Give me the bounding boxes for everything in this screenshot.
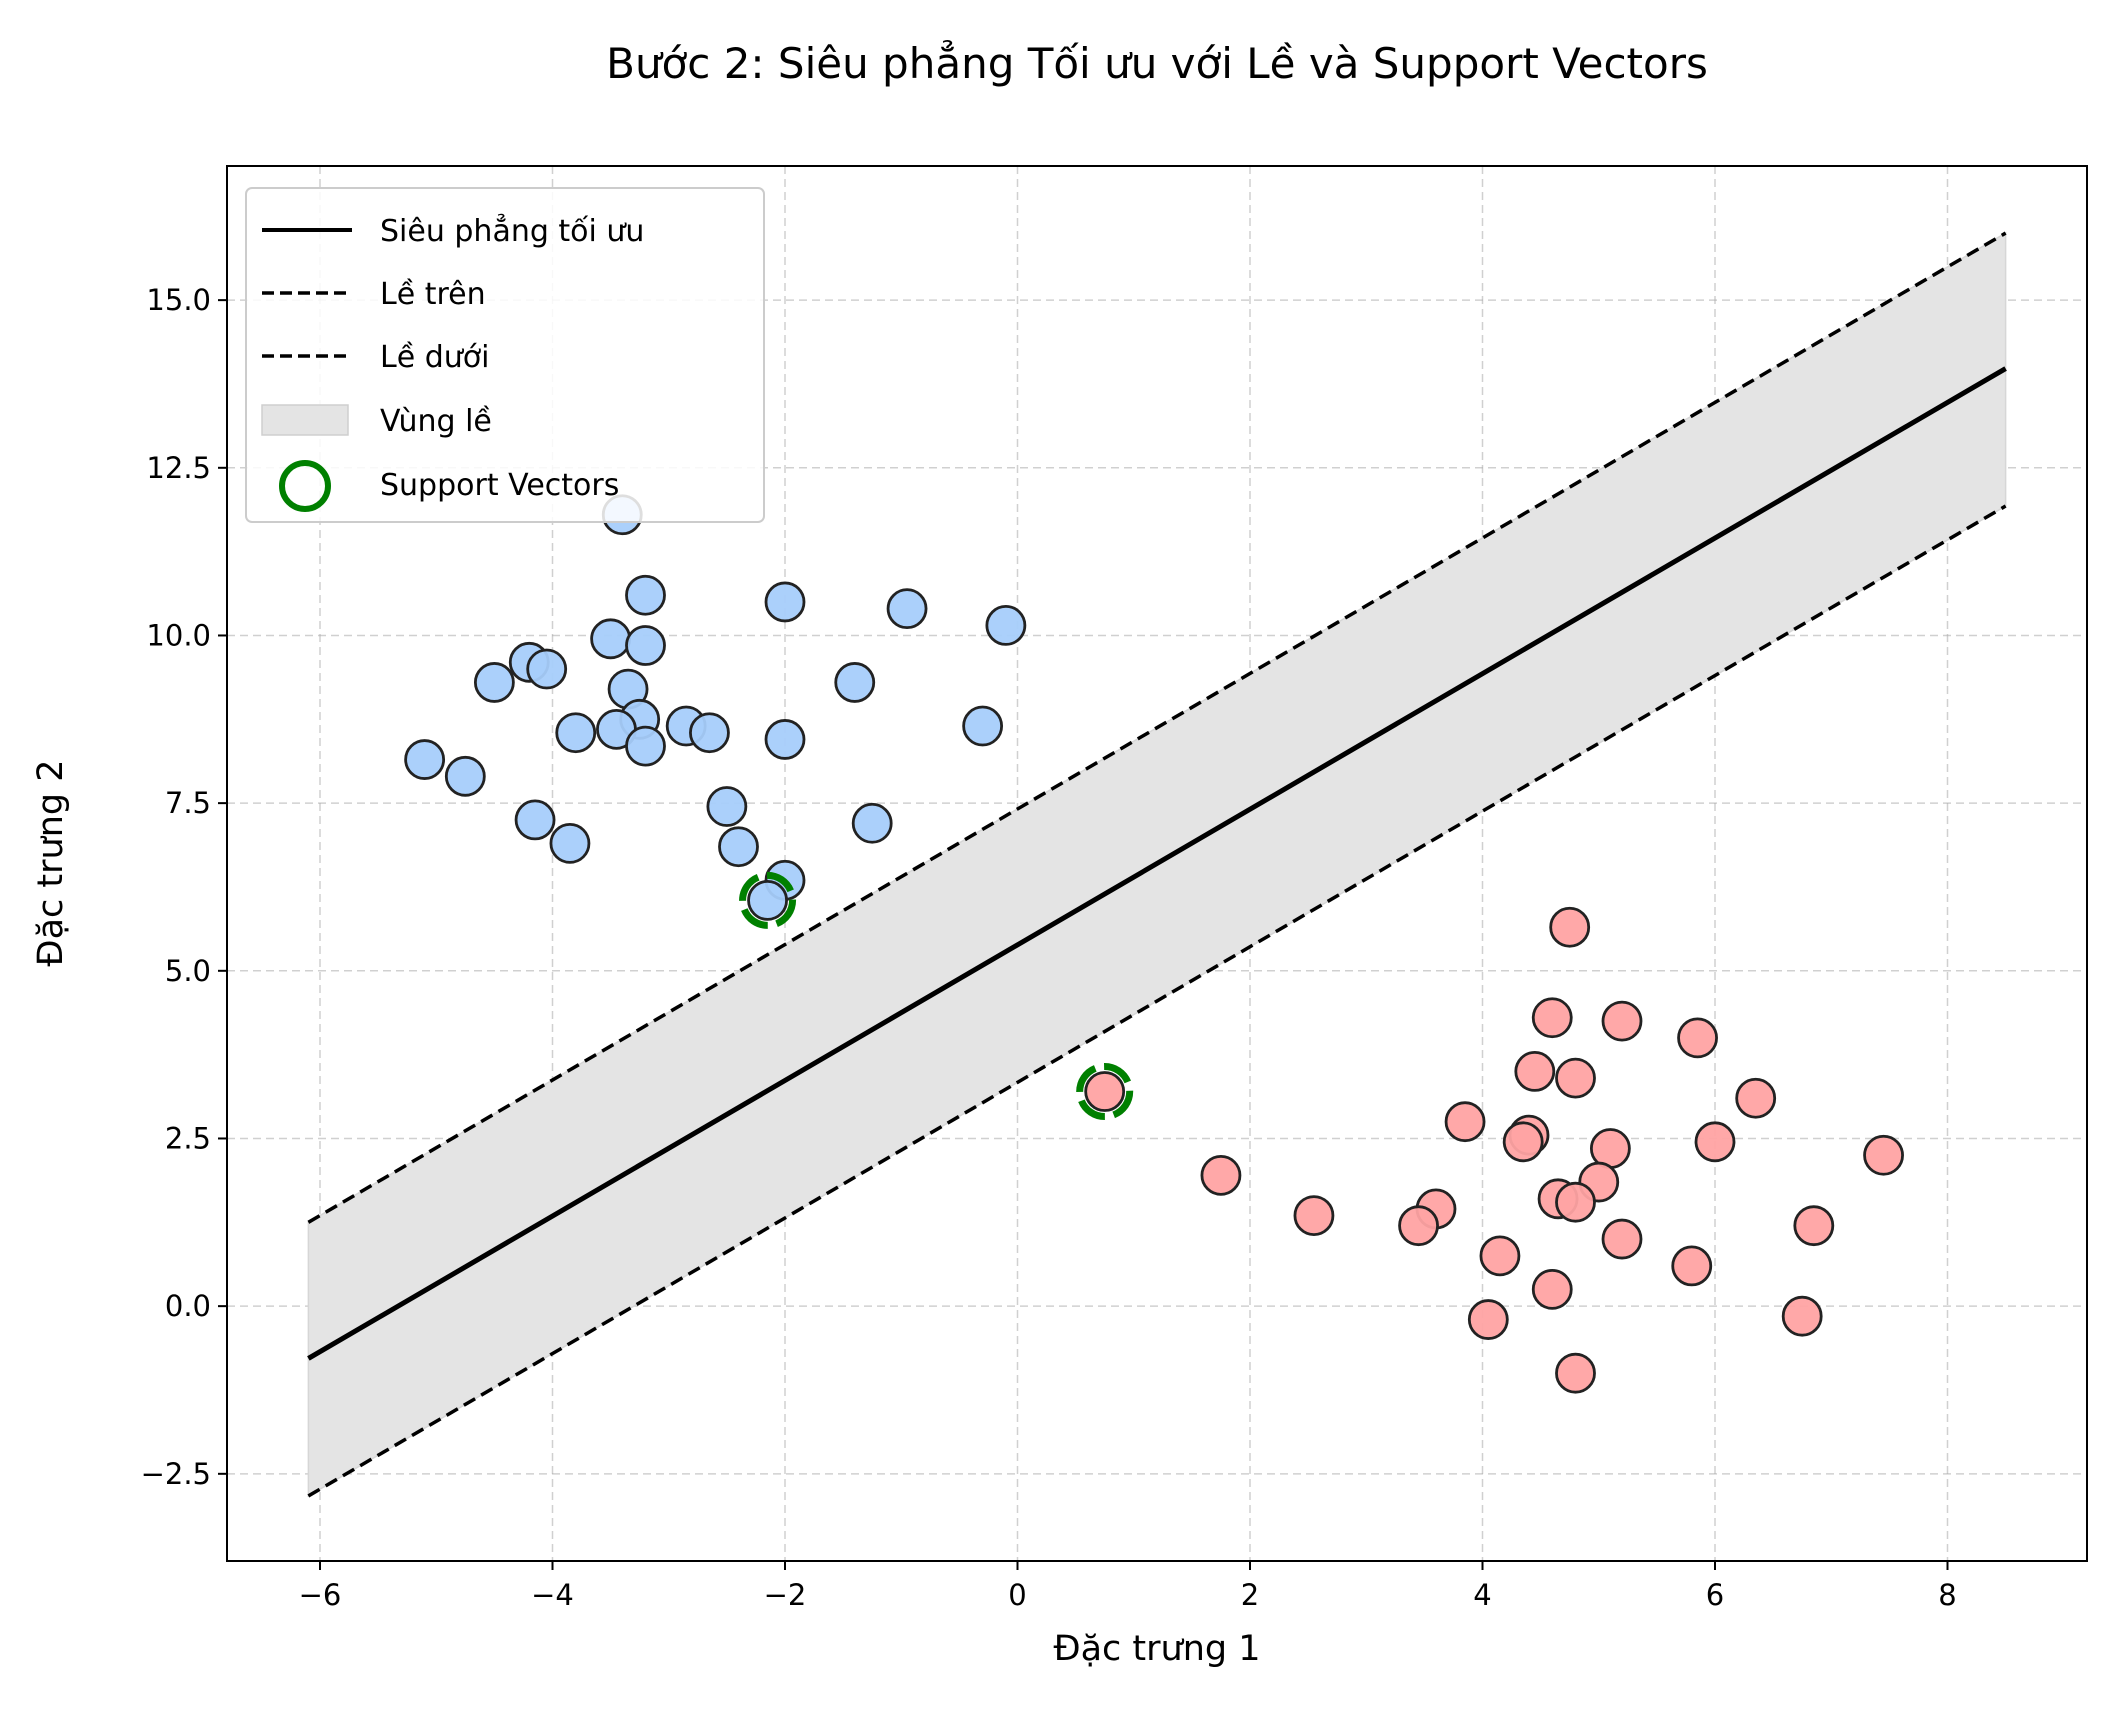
lower-margin-line [307,504,2007,1498]
red-point-23 [1479,1235,1521,1277]
blue-point-25 [549,822,591,864]
blue-point-8 [526,648,568,690]
red-point-2 [1601,1000,1643,1042]
blue-point-1 [625,574,666,616]
support-vector-marker-0 [739,871,797,929]
upper-margin-line [307,231,2007,1224]
blue-point-4 [985,605,1027,646]
blue-point-3 [886,588,928,630]
legend-label-hyperplane: Siêu phẳng tối ưu [380,212,644,249]
blue-point-18 [764,719,806,760]
red-point-13 [1863,1134,1904,1176]
y-axis-label: Đặc trưng 2 [31,759,71,966]
red-point-19 [1293,1195,1335,1237]
red-point-8 [1444,1101,1486,1143]
x-tick-label-7: 8 [1938,1578,1956,1612]
y-tick-label-4: 7.5 [165,786,211,820]
y-tick-label-1: 0.0 [165,1289,211,1323]
blue-point-21 [444,755,486,797]
red-point-4 [1514,1051,1556,1092]
blue-point-16 [555,712,597,754]
plot-frame [226,165,2088,1562]
y-tick-label-0: −2.5 [141,1457,211,1491]
hyperplane-lines [307,231,2007,1498]
support-vector-marker-1 [1076,1063,1134,1121]
y-tick-label-2: 2.5 [165,1121,211,1155]
legend-box [245,187,765,523]
y-tick-label-3: 5.0 [165,954,211,988]
x-tick-label-2: −2 [764,1578,807,1612]
blue-point-28 [747,879,788,921]
y-axis-ticks: −2.5 0.0 2.5 5.0 7.5 10.0 12.5 15.0 [141,283,227,1491]
blue-point-26 [718,826,759,868]
red-point-10 [1502,1121,1544,1163]
legend-label-upper-margin: Lề trên [380,277,486,312]
red-point-17 [1555,1181,1596,1223]
blue-point-10 [834,662,876,703]
red-point-27 [1467,1299,1509,1340]
red-point-5 [1555,1057,1596,1099]
red-point-7 [1735,1077,1777,1119]
blue-point-23 [514,799,556,841]
support-vector-markers [739,871,1134,1121]
y-tick-label-6: 12.5 [146,451,211,485]
chart-title: Bước 2: Siêu phẳng Tối ưu với Lề và Supp… [606,39,1708,88]
red-point-26 [1781,1295,1823,1337]
legend-label-support-vector: Support Vectors [380,468,619,503]
legend-swatch-support-vector [279,460,331,512]
legend-swatch-margin-band [261,404,349,436]
blue-point-5 [590,618,632,660]
x-axis-ticks: −6 −4 −2 0 2 4 6 8 [299,1561,1957,1612]
hyperplane-line [307,366,2007,1361]
red-point-21 [1793,1205,1835,1247]
y-tick-label-5: 10.0 [146,618,211,652]
red-point-20 [1398,1205,1439,1247]
blue-point-22 [706,786,748,827]
legend-label-lower-margin: Lề dưới [380,340,489,375]
blue-point-15 [689,712,730,754]
red-point-0 [1549,906,1591,948]
red-point-11 [1694,1121,1736,1163]
x-tick-label-5: 4 [1473,1578,1491,1612]
red-point-28 [1555,1352,1596,1394]
x-axis-label: Đặc trưng 1 [1053,1629,1260,1669]
blue-point-6 [625,625,666,666]
red-point-24 [1671,1245,1713,1287]
red-point-14 [1200,1154,1242,1196]
red-point-1 [1531,997,1573,1039]
legend-label-margin-band: Vùng lề [380,404,492,439]
blue-point-2 [764,581,806,623]
x-tick-label-0: −6 [299,1578,342,1612]
red-point-3 [1677,1017,1718,1059]
x-tick-label-6: 6 [1706,1578,1724,1612]
blue-point-19 [625,725,666,767]
red-point-6 [1084,1071,1126,1112]
red-point-22 [1601,1218,1643,1260]
blue-point-20 [404,739,446,780]
y-tick-label-7: 15.0 [146,283,211,317]
blue-point-24 [851,802,893,844]
red-point-25 [1531,1268,1573,1310]
blue-point-9 [473,662,515,703]
legend: Siêu phẳng tối ưu Lề trên Lề dưới Vùng l… [245,187,765,523]
x-tick-label-4: 2 [1241,1578,1259,1612]
blue-point-14 [962,705,1004,747]
x-tick-label-3: 0 [1008,1578,1026,1612]
x-tick-label-1: −4 [531,1578,574,1612]
